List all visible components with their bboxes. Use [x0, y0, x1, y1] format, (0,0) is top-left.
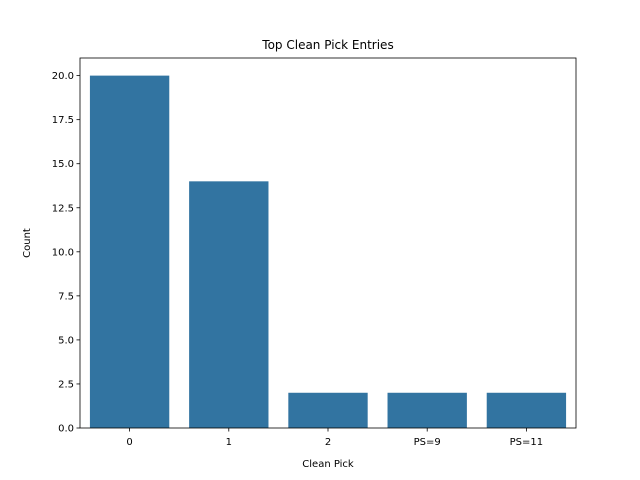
bar-2	[288, 392, 368, 428]
x-axis-ticks: 0 1 2 PS=9 PS=11	[126, 428, 543, 448]
x-tick-label: PS=11	[510, 437, 543, 448]
bar-0	[89, 75, 170, 428]
x-tick-label: PS=9	[414, 437, 441, 448]
x-tick-label: 0	[126, 437, 132, 448]
plot-frame	[79, 57, 577, 429]
y-tick-label: 20.0	[52, 71, 74, 82]
x-tick-label: 1	[226, 437, 232, 448]
y-tick-label: 17.5	[52, 115, 74, 126]
y-tick-label: 2.5	[58, 379, 74, 390]
y-tick-label: 12.5	[52, 203, 74, 214]
bar-PS=9	[387, 392, 467, 428]
y-tick-label: 5.0	[58, 335, 74, 346]
y-axis-label: Count	[22, 228, 33, 258]
bar-PS=11	[486, 392, 567, 428]
x-axis-label: Clean Pick	[302, 459, 354, 470]
chart-title: Top Clean Pick Entries	[261, 38, 393, 52]
y-tick-label: 15.0	[52, 159, 74, 170]
y-tick-label: 7.5	[58, 291, 74, 302]
y-tick-label: 0.0	[58, 424, 74, 435]
y-tick-label: 10.0	[52, 247, 74, 258]
bar-1	[189, 181, 269, 428]
bars-group	[89, 75, 567, 428]
y-axis-ticks: 0.0 2.5 5.0 7.5 10.0 12.5 15.0 17.5 20.0	[52, 71, 80, 435]
x-tick-label: 2	[325, 437, 331, 448]
